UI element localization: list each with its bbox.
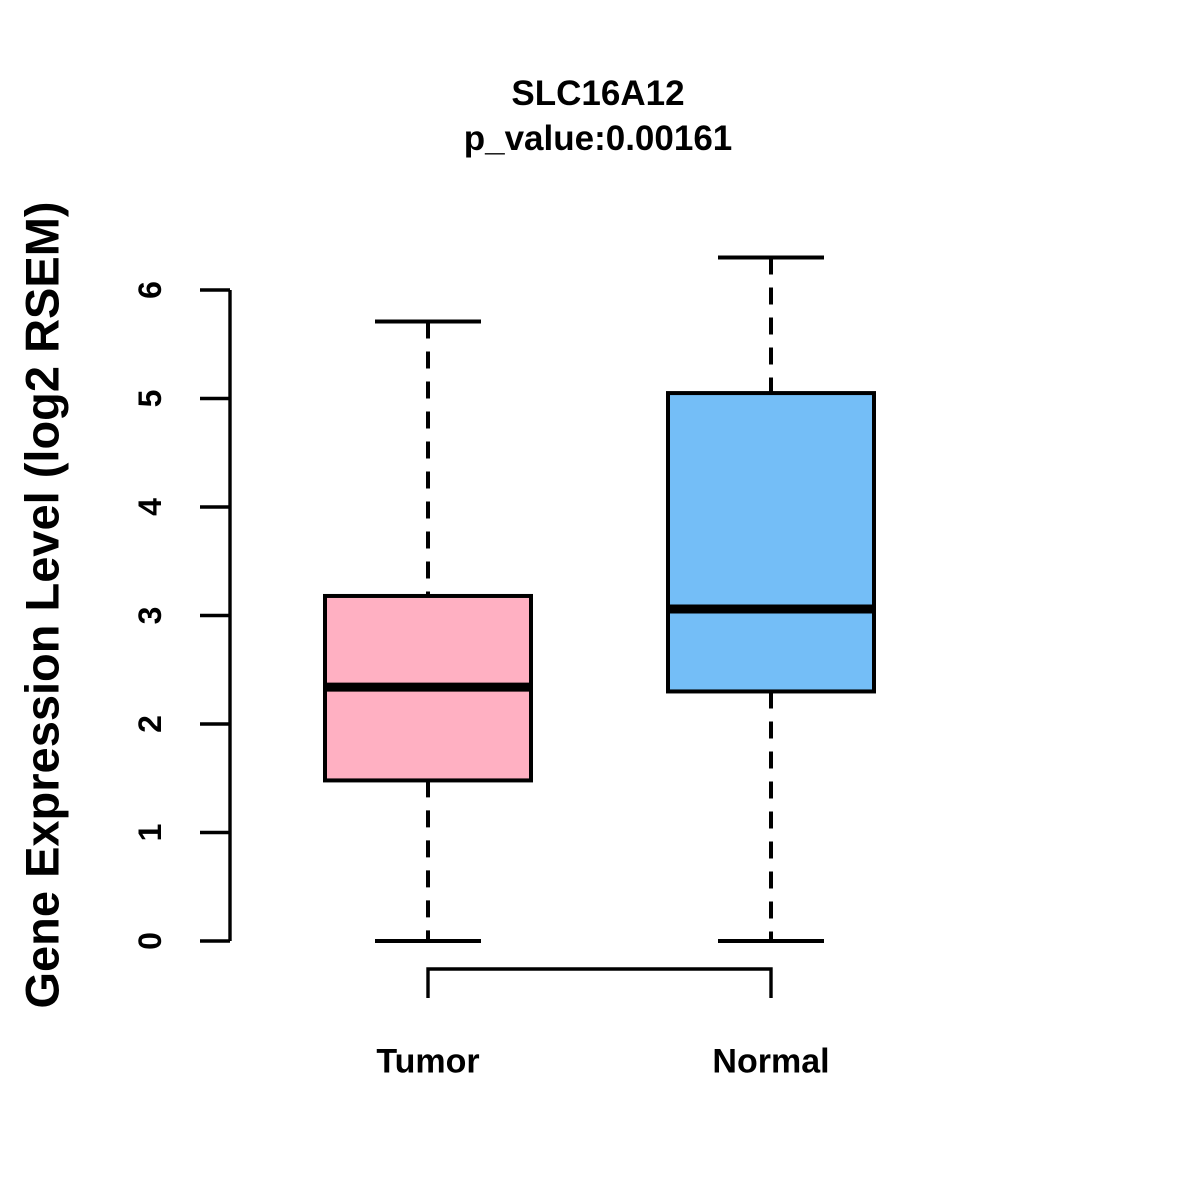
y-tick-label: 4 [132, 498, 168, 516]
chart-title-gene: SLC16A12 [511, 74, 685, 113]
y-tick-label: 3 [132, 607, 168, 625]
x-label-normal: Normal [712, 1042, 830, 1081]
x-label-tumor: Tumor [376, 1042, 480, 1081]
iqr-box-normal [666, 391, 876, 694]
y-tick-label: 6 [132, 281, 168, 299]
chart-title-pvalue: p_value:0.00161 [463, 119, 733, 158]
y-tick-label: 1 [132, 824, 168, 842]
y-tick-label: 2 [132, 715, 168, 733]
y-tick-label: 5 [132, 390, 168, 408]
x-axis-bracket [426, 967, 773, 998]
chart-title: SLC16A12 p_value:0.00161 [464, 71, 733, 161]
y-tick-label: 0 [132, 932, 168, 950]
